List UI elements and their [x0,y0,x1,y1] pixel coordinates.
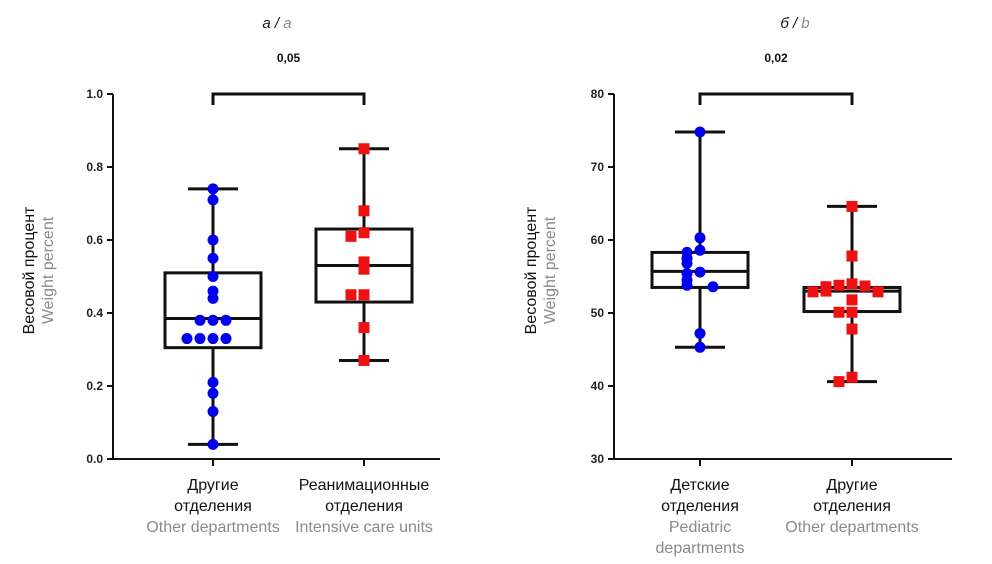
data-point [807,286,819,298]
data-point [220,314,232,326]
y-tick-label: 60 [591,233,605,247]
panel-title: а / a [262,15,291,32]
data-point [358,227,370,239]
data-point [207,194,219,206]
data-point [358,256,370,268]
data-point [833,376,845,388]
data-point [345,289,357,301]
data-point [846,294,858,306]
x-category-label-ru: Реанимационные [299,477,430,494]
data-point [207,438,219,450]
panel-title-ru: б [780,15,789,32]
data-point [859,280,871,292]
chart-panel-1: а / a Весовой процент Weight percent 0.0 0.2… [21,15,440,536]
p-value-label: 0,02 [764,51,788,65]
data-point [207,333,219,345]
box-group-1: Другие отделения Other departments [146,183,280,536]
data-point [207,183,219,195]
x-category-label-en: Other departments [146,519,279,536]
y-axis-label-ru: Весовой процент [21,206,38,334]
panel-title-sep: / [789,15,802,32]
data-point [846,306,858,318]
data-point [194,314,206,326]
panel-title-en: a [283,15,291,32]
data-point [846,371,858,383]
data-point [681,279,693,291]
y-tick-label: 0.4 [86,306,103,320]
data-point [207,234,219,246]
data-point [207,314,219,326]
data-point [707,281,719,293]
x-category-label-ru: Другие [187,477,238,494]
y-tick-label: 0.2 [86,379,103,393]
significance-bracket [698,92,854,105]
data-point [358,354,370,366]
data-point [181,333,193,345]
data-point [358,322,370,334]
data-point [820,285,832,297]
y-tick-label: 0.0 [86,452,103,466]
p-value-label: 0,05 [277,51,301,65]
data-point [833,306,845,318]
data-point [194,333,206,345]
data-point [846,278,858,290]
data-point [220,333,232,345]
x-category-label-ru: отделения [813,498,891,515]
box-group-1: Детские отделения Pediatric departments [650,126,750,557]
y-tick-label: 70 [591,160,605,174]
data-point [358,263,370,275]
data-point [694,341,706,353]
data-point [694,266,706,278]
data-point [694,232,706,244]
panel-title-sep: / [271,15,284,32]
y-tick-label: 40 [591,379,605,393]
data-point [846,323,858,335]
data-point [694,244,706,256]
y-tick-label: 30 [591,452,605,466]
x-category-label-ru: Детские [670,477,729,494]
data-point [358,205,370,217]
y-tick-label: 80 [591,87,605,101]
significance-bracket [211,92,366,105]
x-category-label-ru: отделения [661,498,739,515]
y-axis-label-ru: Весовой процент [523,206,540,334]
data-point [207,387,219,399]
y-tick-label: 0.8 [86,160,103,174]
data-point [207,376,219,388]
data-point [833,279,845,291]
panel-title-ru: а [262,15,270,32]
y-axis-label-en: Weight percent [542,216,559,324]
x-category-label-en: departments [656,540,745,557]
data-point [846,200,858,212]
data-point [207,406,219,418]
y-tick-label: 0.6 [86,233,103,247]
data-point [345,230,357,242]
x-category-label-en: Other departments [785,519,918,536]
box-group-2: Реанимационные отделения Intensive care un… [295,143,433,536]
data-point [207,271,219,282]
data-point [846,250,858,262]
data-point [207,292,219,304]
panel-title: б / b [780,15,809,32]
y-axis-label-en: Weight percent [40,216,57,324]
data-point [694,126,706,138]
y-tick-label: 50 [591,306,605,320]
data-point [358,289,370,301]
data-point [872,286,884,298]
y-tick-label: 1.0 [86,87,103,101]
data-point [681,257,693,269]
panel-title-en: b [801,15,809,32]
x-category-label-en: Intensive care units [295,519,433,536]
x-category-label-ru: отделения [174,498,252,515]
box-group-2: Другие отделения Other departments [785,200,919,536]
x-category-label-ru: Другие [826,477,877,494]
data-point [694,327,706,339]
data-point [358,143,370,155]
x-category-label-ru: отделения [325,498,403,515]
x-category-label-en: Pediatric [669,519,731,536]
chart-panel-2: б / b Весовой процент Weight percent 30 40 50… [523,15,952,557]
data-point [207,252,219,264]
